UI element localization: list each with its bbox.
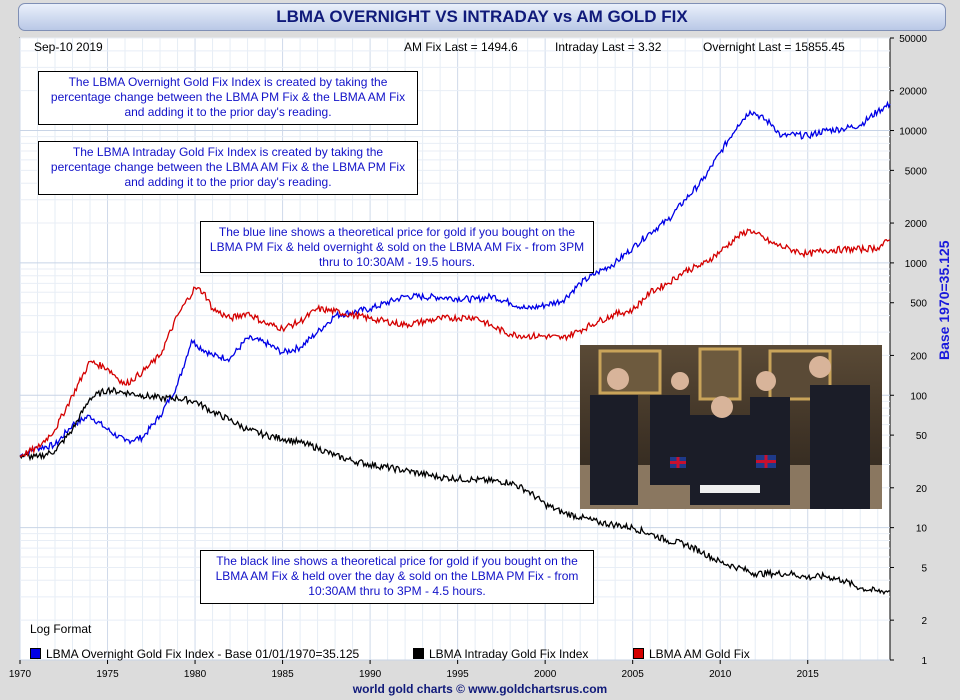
overnight-last: Overnight Last = 15855.45 — [703, 40, 845, 54]
legend-swatch-black — [413, 648, 424, 659]
series-line-intraday — [19, 386, 891, 596]
date-label: Sep-10 2019 — [34, 40, 103, 54]
legend-amfix-label: LBMA AM Gold Fix — [649, 647, 750, 661]
am-fix-last: AM Fix Last = 1494.6 — [404, 40, 518, 54]
document — [700, 485, 760, 493]
x-tick-label: 2010 — [709, 669, 732, 680]
legend-swatch-red — [633, 648, 644, 659]
uk-flag-icon — [670, 457, 686, 468]
x-tick-label: 2015 — [797, 669, 820, 680]
y-tick-label: 1000 — [905, 259, 928, 270]
y-tick-label: 10000 — [899, 127, 927, 138]
y-axis-right-label: Base 1970=35.125 — [936, 240, 952, 361]
x-tick-label: 2005 — [622, 669, 645, 680]
log-format-label: Log Format — [30, 622, 92, 636]
legend-intraday-label: LBMA Intraday Gold Fix Index — [429, 647, 589, 661]
x-tick-label: 1990 — [359, 669, 382, 680]
legend-overnight: LBMA Overnight Gold Fix Index - Base 01/… — [30, 647, 359, 661]
y-tick-label: 1 — [921, 656, 927, 667]
y-tick-label: 5000 — [905, 166, 928, 177]
x-tick-label: 1980 — [184, 669, 207, 680]
y-tick-label: 50 — [916, 431, 928, 442]
y-tick-label: 5 — [921, 563, 927, 574]
x-tick-label: 1995 — [447, 669, 470, 680]
y-tick-label: 2000 — [905, 219, 928, 230]
intraday-last: Intraday Last = 3.32 — [555, 40, 662, 54]
legend-intraday: LBMA Intraday Gold Fix Index — [413, 647, 588, 661]
y-tick-label: 50000 — [899, 34, 927, 45]
overnight-description: The LBMA Overnight Gold Fix Index is cre… — [38, 71, 418, 125]
painting-frame — [598, 349, 662, 395]
series-line-overnight — [19, 100, 891, 458]
legend-amfix: LBMA AM Gold Fix — [633, 647, 750, 661]
legend-overnight-label: LBMA Overnight Gold Fix Index - Base 01/… — [46, 647, 360, 661]
gold-fix-photo — [580, 345, 882, 509]
y-tick-label: 20 — [916, 484, 928, 495]
uk-flag-icon — [756, 455, 776, 468]
faces — [607, 356, 831, 418]
x-tick-label: 1970 — [9, 669, 32, 680]
chart-title: LBMA OVERNIGHT VS INTRADAY vs AM GOLD FI… — [18, 3, 946, 31]
x-tick-label: 1975 — [96, 669, 119, 680]
x-tick-label: 2000 — [534, 669, 557, 680]
people — [590, 385, 870, 509]
x-tick-label: 1985 — [271, 669, 294, 680]
y-tick-label: 500 — [910, 299, 927, 310]
painting-frame — [698, 347, 742, 401]
y-tick-label: 200 — [910, 351, 927, 362]
black-line-note: The black line shows a theoretical price… — [200, 550, 594, 604]
y-tick-label: 20000 — [899, 87, 927, 98]
y-tick-label: 100 — [910, 391, 927, 402]
intraday-description: The LBMA Intraday Gold Fix Index is crea… — [38, 141, 418, 195]
footer-credit: world gold charts © www.goldchartsrus.co… — [352, 682, 608, 696]
blue-line-note: The blue line shows a theoretical price … — [200, 221, 594, 273]
photo-illustration — [580, 347, 882, 509]
y-tick-label: 2 — [921, 616, 927, 627]
series-line-amfix — [19, 228, 891, 458]
legend-swatch-blue — [30, 648, 41, 659]
y-tick-label: 10 — [916, 524, 928, 535]
